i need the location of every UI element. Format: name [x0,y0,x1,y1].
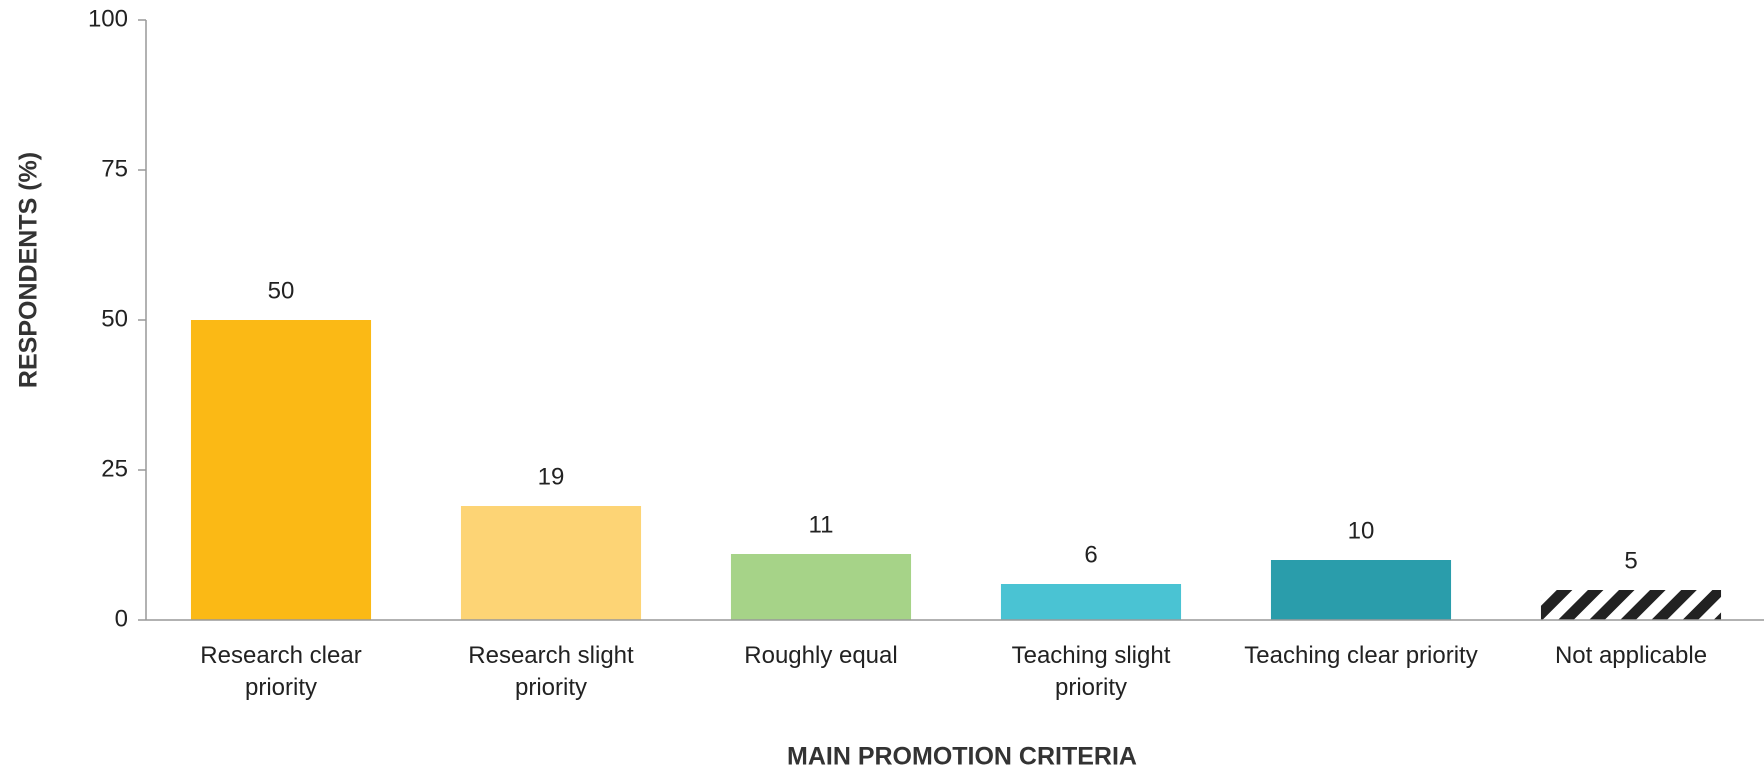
value-label: 6 [1084,541,1097,568]
value-label: 50 [268,277,295,304]
bar [1270,560,1452,620]
x-tick-label: Research slight priority [468,642,634,701]
bar [730,554,912,620]
x-tick-label: Roughly equal [744,642,898,669]
y-tick-label: 50 [101,305,128,332]
y-tick-label: 100 [88,5,128,32]
bar [460,506,642,620]
y-tick-label: 75 [101,155,128,182]
y-axis-title: RESPONDENTS (%) [15,152,43,388]
value-label: 10 [1348,517,1375,544]
x-tick-label: Not applicable [1554,642,1708,669]
bar [1000,584,1182,620]
value-label: 19 [538,463,565,490]
bar [1540,590,1722,620]
x-tick-label: Teaching slight priority [1011,642,1171,701]
bar [190,320,372,620]
x-axis-title: MAIN PROMOTION CRITERIA [787,743,1137,771]
y-tick-label: 25 [101,455,128,482]
value-label: 11 [809,511,834,538]
value-label: 5 [1624,547,1637,574]
x-tick-label: Research clear priority [200,642,362,701]
x-tick-label: Teaching clear priority [1244,642,1478,669]
y-tick-label: 0 [115,605,128,632]
